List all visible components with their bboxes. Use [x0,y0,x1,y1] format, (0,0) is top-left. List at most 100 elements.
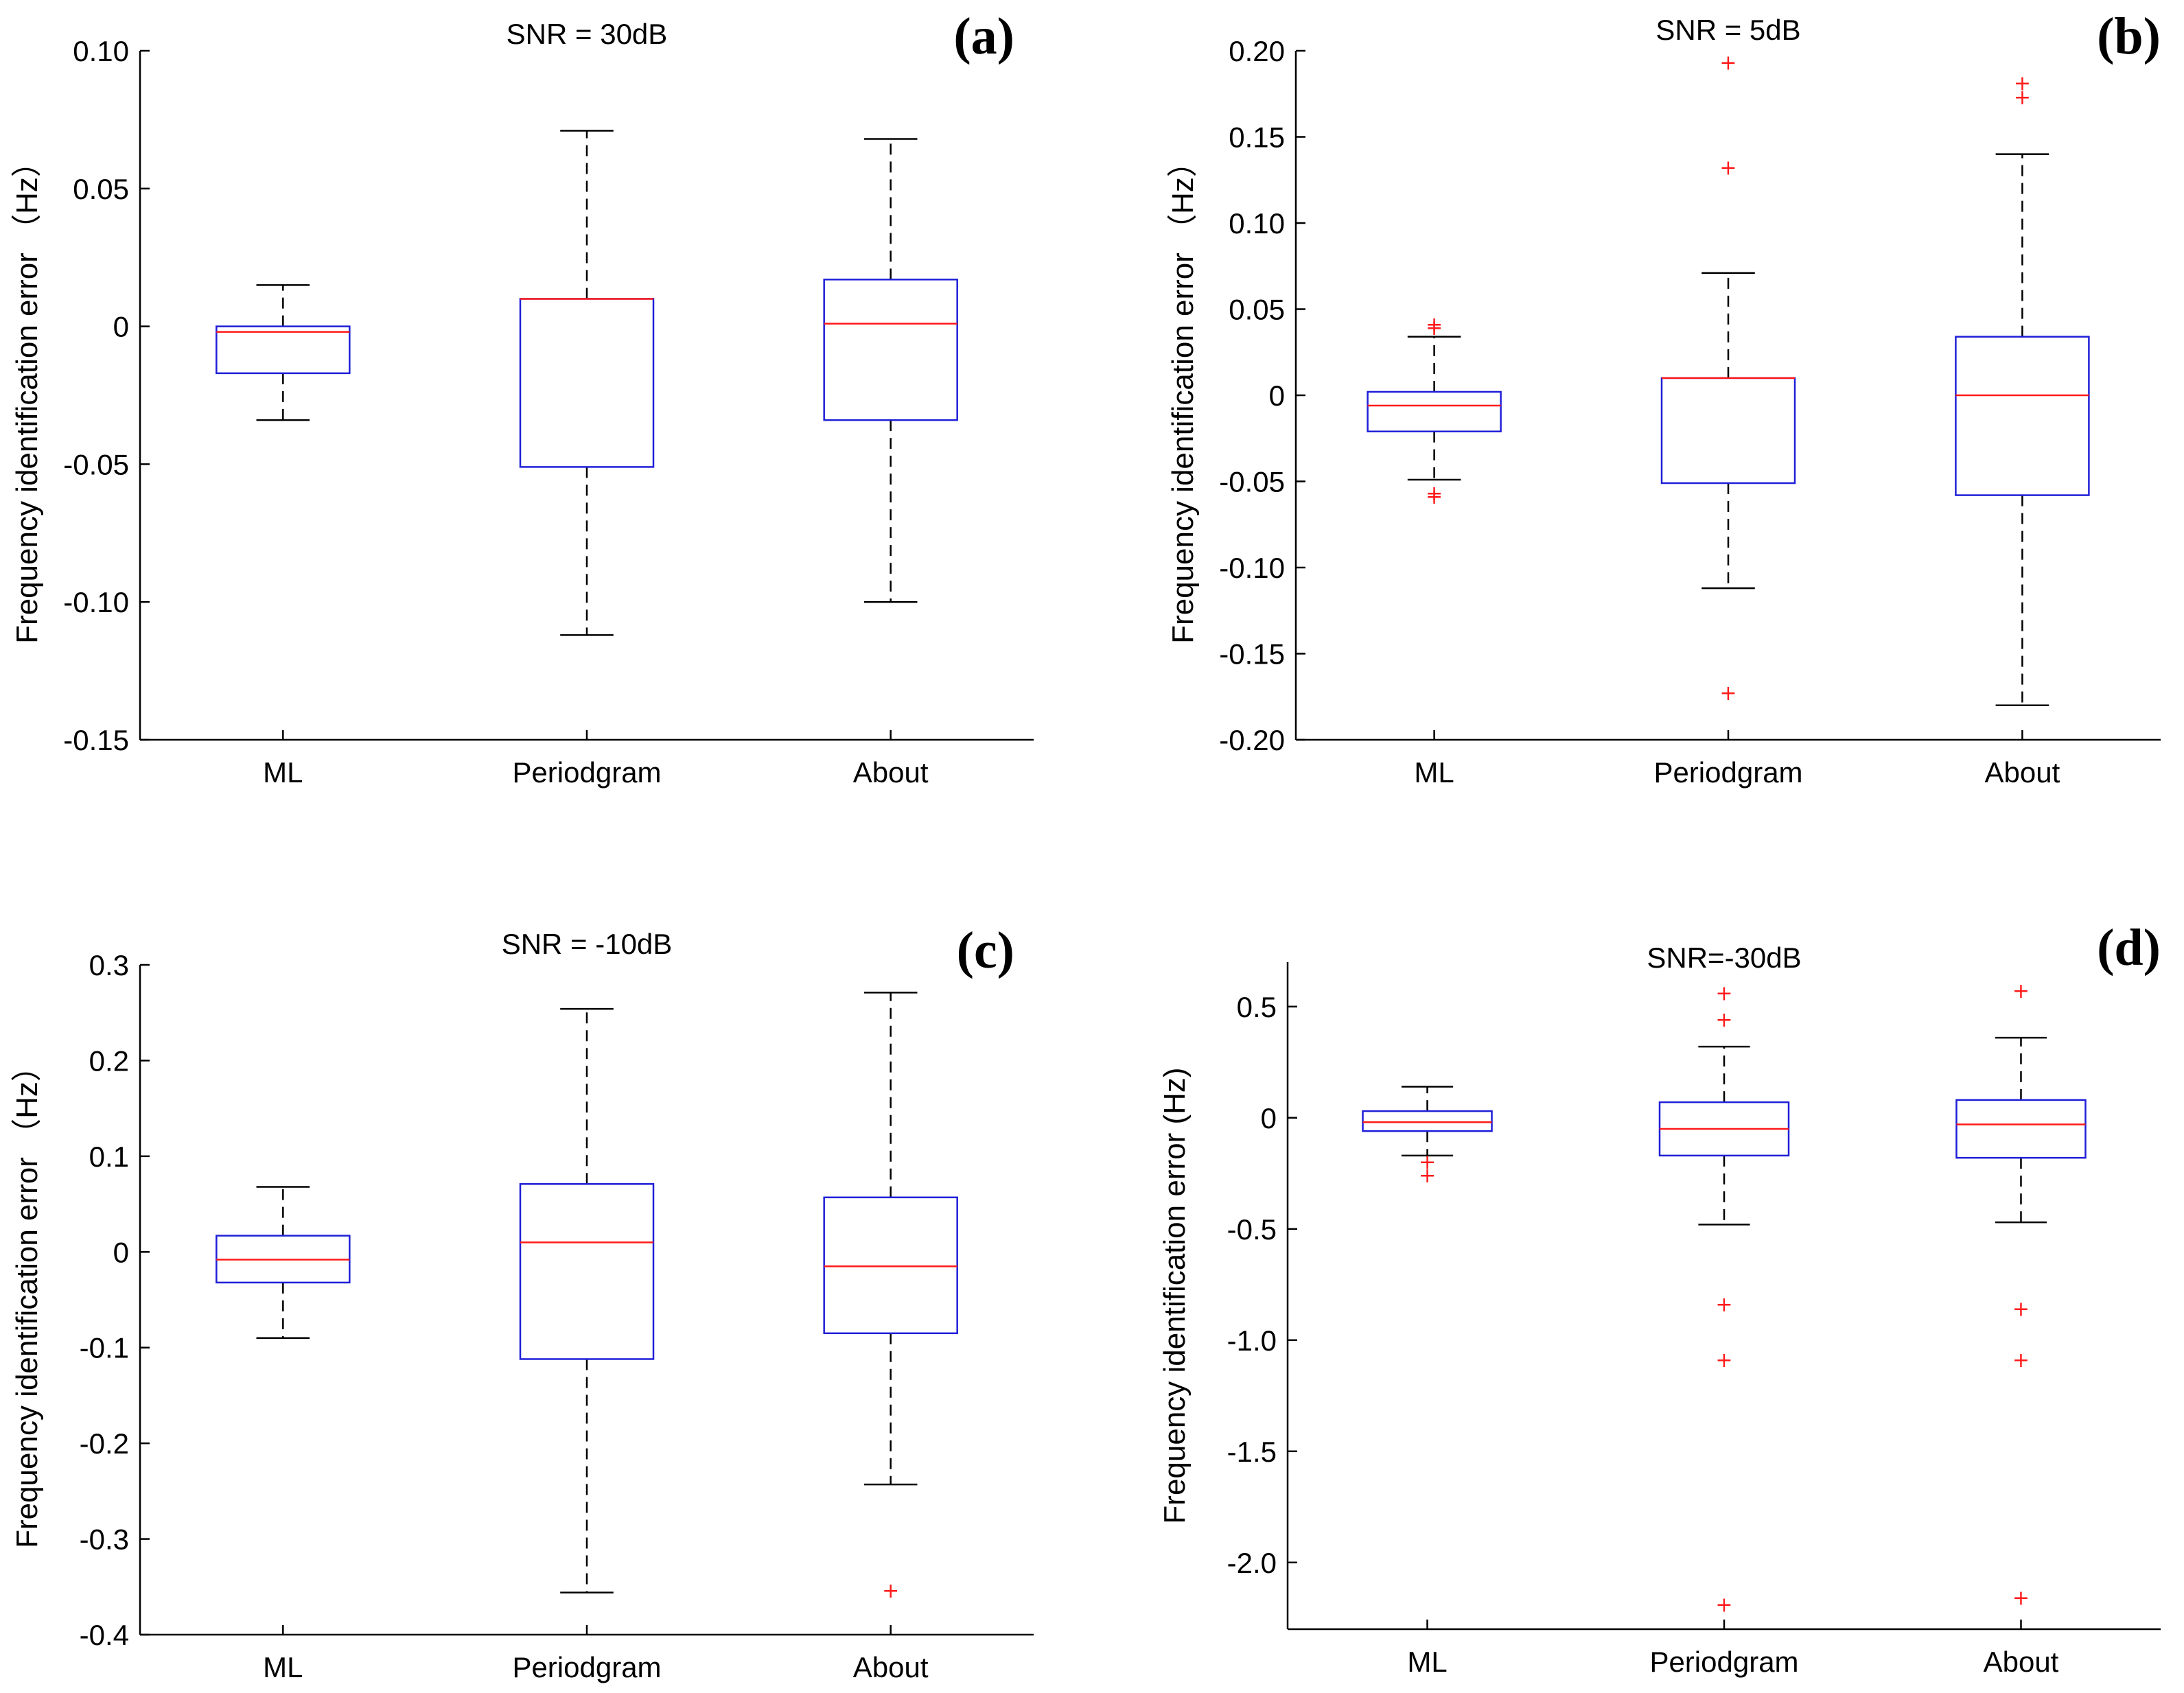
box-about: + + + + [1955,979,2087,1611]
iqr-box [823,279,958,421]
chart-panel-a: 0.10 0.05 0 -0.05 -0.10 -0.15 ML Periodgram Abou… [10,8,1034,789]
x-tick-label: ML [263,756,303,789]
x-tick-label: Periodgram [512,756,661,789]
outlier-marker: + [882,1579,899,1603]
y-axis-label: Frequency identification error （Hz） [1166,147,1200,644]
y-tick-label: 0.10 [73,35,129,67]
iqr-box [823,1196,958,1335]
y-tick-label: -0.1 [80,1332,129,1364]
y-tick-label: -0.5 [1227,1213,1277,1246]
outlier-marker: + [1719,156,1736,180]
box-periodgram [519,1007,655,1593]
x-tick-label: About [853,1651,929,1683]
iqr-box [1955,336,2090,496]
outlier-marker: + [1719,51,1736,75]
y-tick-label: 0 [1261,1102,1277,1134]
iqr-box [1660,377,1796,484]
outlier-marker: + [1715,1293,1732,1317]
y-tick-label: -0.15 [1219,638,1285,670]
chart-title: SNR = 30dB [507,18,668,50]
x-tick-label: ML [263,1651,303,1683]
y-tick-label: -2.0 [1227,1547,1277,1579]
outlier-marker: + [1426,485,1443,509]
outlier-marker: + [1426,313,1443,337]
iqr-box [519,1183,655,1360]
box-periodgram: + + + + + [1658,981,1790,1617]
outlier-marker: + [1715,1008,1732,1032]
outlier-marker: + [1715,1593,1732,1617]
y-tick-label: 0.20 [1229,35,1285,67]
y-tick-label: 0.05 [1229,294,1285,326]
outlier-marker: + [1426,316,1443,340]
y-tick-label: -0.05 [1219,466,1285,498]
y-tick-label: -0.3 [80,1523,129,1556]
x-tick-label: About [1984,1646,2059,1678]
y-tick-label: 0.1 [89,1141,129,1173]
y-tick-label: -0.15 [63,724,129,756]
y-tick-label: 0.2 [89,1044,129,1077]
y-tick-label: -0.10 [63,586,129,618]
x-tick-label: Periodgram [512,1651,661,1683]
panel-label: (c) [957,922,1014,979]
outlier-marker: + [1419,1151,1436,1175]
outlier-marker: + [2014,86,2031,110]
x-tick-label: Periodgram [1653,756,1802,789]
box-ml [216,284,351,421]
outlier-marker: + [2012,979,2030,1003]
box-ml: ++++ [1367,313,1502,509]
y-axis-label: Frequency identification error （Hz） [10,147,44,644]
box-about [823,138,958,603]
x-tick-label: About [1985,756,2060,789]
chart-title: SNR = 5dB [1656,14,1800,46]
y-axis-label: Frequency identification error （Hz） [10,1051,44,1548]
chart-panel-c: 0.3 0.2 0.1 0 -0.1 -0.2 -0.3 -0.4 ML Periodgram Ab… [10,922,1034,1683]
y-tick-label: 0.15 [1229,121,1285,154]
outlier-marker: + [2012,1348,2030,1373]
box-ml [216,1186,351,1340]
panel-label: (d) [2097,919,2161,977]
outlier-marker: + [2012,1587,2030,1611]
outlier-marker: + [1719,681,1736,705]
iqr-box [1367,390,1502,432]
outlier-marker: + [2012,1297,2030,1321]
box-periodgram: + + + [1660,51,1796,705]
y-tick-label: -0.2 [80,1427,129,1460]
iqr-box [216,325,351,375]
chart-title: SNR = -10dB [502,928,673,960]
outlier-marker: + [1715,981,1732,1005]
chart-panel-b: 0.20 0.15 0.10 0.05 0 -0.05 -0.10 -0.15 -0.20 ML P… [1166,8,2161,789]
x-tick-label: ML [1414,756,1454,789]
box-periodgram [519,130,655,636]
y-tick-label: -0.05 [63,448,129,480]
outlier-marker: + [1715,1348,1732,1373]
iqr-box [1362,1110,1493,1132]
panel-label: (b) [2097,8,2161,65]
outlier-marker: + [2014,72,2031,96]
iqr-box [519,298,655,468]
box-ml: ++ [1362,1086,1493,1188]
x-tick-label: ML [1407,1646,1447,1678]
y-tick-label: 0.5 [1237,991,1277,1023]
box-about: + [823,992,958,1603]
x-tick-label: About [853,756,929,789]
box-about: ++ [1955,72,2090,707]
y-tick-label: -0.4 [80,1619,129,1651]
chart-panel-d: 0.5 0 -0.5 -1.0 -1.5 -2.0 ML Periodgram About Fre… [1158,919,2161,1678]
y-tick-label: -1.0 [1227,1324,1277,1357]
y-tick-label: 0.05 [73,173,129,205]
y-tick-label: -0.10 [1219,552,1285,584]
y-tick-label: -0.20 [1219,724,1285,756]
y-tick-label: 0 [113,311,129,343]
y-tick-label: -1.5 [1227,1436,1277,1468]
x-tick-label: Periodgram [1649,1646,1798,1678]
iqr-box [1955,1099,2087,1159]
y-axis-label: Frequency identification error (Hz) [1158,1067,1192,1523]
y-tick-label: 0.3 [89,949,129,981]
chart-title: SNR=-30dB [1647,942,1801,974]
panel-label: (a) [953,8,1014,65]
outlier-marker: + [1419,1164,1436,1188]
y-tick-label: 0.10 [1229,207,1285,240]
y-tick-label: 0 [113,1236,129,1268]
y-tick-label: 0 [1269,380,1285,412]
